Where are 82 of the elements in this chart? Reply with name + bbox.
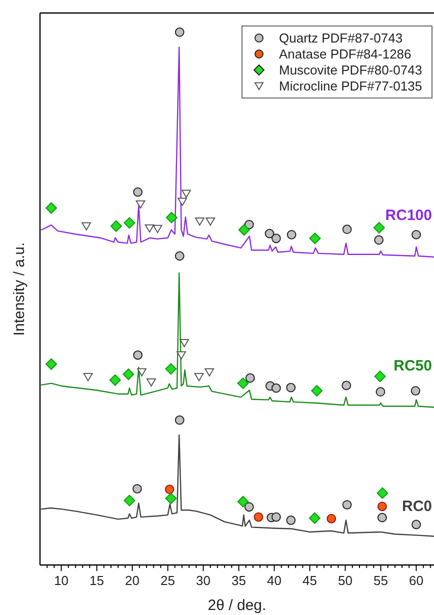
x-tick-label: 10 [54,573,69,588]
point [152,224,162,234]
point [146,378,156,387]
point [194,373,204,382]
text: RC50 [394,357,432,374]
point [83,373,93,382]
x-tick-label: 15 [90,573,104,588]
point [286,230,296,240]
point [309,232,321,244]
x-tick-label: 30 [196,573,211,588]
legend-label: Anatase PDF#84-1286 [279,46,412,62]
x-tick-label: 45 [302,573,317,588]
point [180,338,190,348]
point [410,386,420,396]
x-tick-label: 20 [125,573,140,588]
x-tick-label: 50 [338,573,352,588]
point [174,251,184,261]
point [237,378,249,390]
point [124,494,136,506]
point [133,187,143,197]
point [374,370,386,382]
point [374,235,384,245]
point [271,512,281,522]
point [174,27,184,37]
x-tick-label: 25 [160,573,176,588]
point [342,224,352,234]
point [165,492,177,504]
legend-label: Muscovite PDF#80-0743 [279,62,422,78]
point [122,368,134,380]
point [377,512,387,522]
point [144,224,154,233]
x-tick-label: 35 [232,573,246,588]
point [376,487,388,499]
point [182,190,191,198]
point [376,387,386,397]
point [132,484,142,494]
point [133,350,143,360]
point [342,500,352,510]
point [412,230,421,240]
point [238,224,250,236]
point [271,383,281,393]
point [137,368,146,376]
point [377,502,387,512]
point [206,217,216,226]
point [82,222,92,230]
point [136,200,146,209]
point [271,234,281,244]
point [176,351,186,360]
x-axis-title: 2θ / deg. [208,597,266,614]
point [109,374,121,386]
point [46,358,58,370]
x-tick-label: 60 [409,573,424,588]
point [245,373,255,383]
x-tick-label: 40 [267,573,282,588]
point [164,484,174,494]
series-label: RC100 [385,207,432,224]
point [412,520,421,530]
point [46,202,58,214]
point [286,382,296,392]
point [174,415,184,425]
point [237,496,249,508]
y-axis-title: Intensity / a.u. [11,242,28,336]
point [342,380,352,390]
point [264,228,274,238]
legend-label: Quartz PDF#87-0743 [279,30,403,46]
point [165,363,177,375]
point [308,512,320,524]
point [311,385,323,397]
point [373,222,385,234]
point [178,198,188,206]
point [286,516,296,525]
point [244,502,254,512]
point [166,212,178,224]
point [124,217,136,229]
x-tick-label: 55 [374,573,388,588]
point [110,220,122,232]
point [194,217,204,226]
legend-label: Microcline PDF#77-0135 [279,78,422,94]
point [204,368,214,376]
series-label: RC0 [402,498,432,516]
point [326,514,336,524]
point [254,512,264,522]
